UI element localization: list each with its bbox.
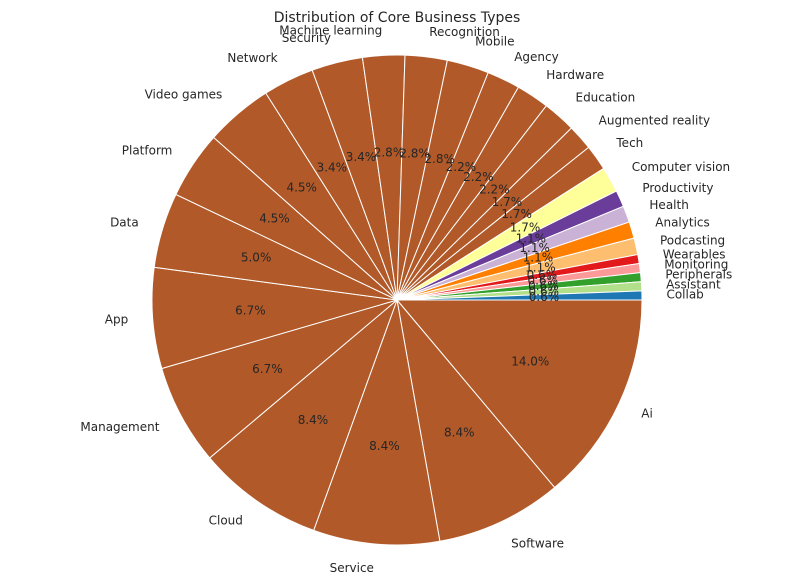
pie-slice-cloud — [208, 298, 399, 532]
slice-label-assistant: Assistant — [666, 277, 721, 291]
slice-label-peripherals: Peripherals — [665, 267, 732, 281]
pct-label-analytics: 1.1% — [523, 251, 554, 265]
slice-label-network: Network — [227, 51, 277, 65]
pie-slice-ai — [395, 299, 643, 489]
pct-label-assistant: 0.6% — [529, 284, 560, 298]
pct-label-cloud: 8.4% — [298, 413, 329, 427]
pct-label-agency: 2.2% — [446, 160, 477, 174]
slice-label-collab: Collab — [666, 287, 703, 301]
pct-label-network: 3.4% — [317, 161, 348, 175]
pct-label-education: 2.2% — [479, 182, 510, 196]
slice-label-mobile: Mobile — [475, 35, 514, 49]
slice-label-podcasting: Podcasting — [660, 233, 725, 247]
slice-label-management: Management — [80, 420, 159, 434]
slice-label-agency: Agency — [514, 50, 559, 64]
pct-label-tech: 1.7% — [501, 207, 532, 221]
pct-label-health: 1.1% — [519, 241, 550, 255]
slice-label-machine-learning: Machine learning — [279, 23, 382, 37]
slice-label-monitoring: Monitoring — [664, 257, 728, 271]
slice-label-augmented-reality: Augmented reality — [599, 114, 711, 128]
slice-label-tech: Tech — [615, 136, 643, 150]
slice-label-platform: Platform — [122, 144, 173, 158]
pie-slices — [151, 54, 643, 546]
pct-label-collab: 0.6% — [529, 290, 560, 304]
pct-label-augmented-reality: 1.7% — [492, 195, 523, 209]
slice-label-app: App — [105, 313, 128, 327]
chart-title: Distribution of Core Business Types — [274, 10, 521, 26]
pie-slice-service — [312, 298, 441, 546]
pct-label-security: 3.4% — [346, 150, 377, 164]
pct-label-podcasting: 1.1% — [525, 260, 556, 274]
pie-slice-software — [396, 298, 556, 542]
slice-label-service: Service — [330, 561, 374, 575]
slice-label-software: Software — [511, 537, 564, 551]
slice-labels: Ai Software Service Cloud Management App Data P… — [80, 23, 732, 575]
slice-label-wearables: Wearables — [663, 247, 726, 261]
pct-label-computer-vision: 1.7% — [510, 220, 541, 234]
pct-label-app: 6.7% — [235, 303, 266, 317]
slice-label-ai: Ai — [641, 406, 653, 420]
slice-label-health: Health — [649, 198, 688, 212]
slice-label-video-games: Video games — [145, 87, 223, 101]
pie-slice-collab — [396, 290, 643, 301]
pct-label-software: 8.4% — [444, 426, 475, 440]
slice-label-cloud: Cloud — [209, 514, 243, 528]
slice-label-recognition: Recognition — [429, 25, 500, 39]
pct-label-recognition: 2.8% — [399, 147, 430, 161]
pct-label-mobile: 2.8% — [424, 152, 455, 166]
slice-label-education: Education — [575, 91, 635, 105]
pct-label-machine-learning: 2.8% — [374, 146, 405, 160]
pct-label-data: 5.0% — [241, 251, 272, 265]
slice-label-data: Data — [110, 216, 139, 230]
pct-label-management: 6.7% — [252, 362, 283, 376]
slice-label-productivity: Productivity — [642, 181, 713, 195]
pct-label-productivity: 1.1% — [516, 232, 547, 246]
pct-label-platform: 4.5% — [259, 211, 290, 225]
pct-label-peripherals: 0.6% — [528, 279, 559, 293]
slice-label-security: Security — [282, 31, 331, 45]
pct-label-video-games: 4.5% — [286, 181, 317, 195]
percentage-labels: 14.0%8.4%8.4%8.4%6.7%6.7%5.0%4.5%4.5%3.4… — [235, 146, 559, 453]
pct-label-wearables: 0.6% — [527, 268, 558, 282]
pct-label-ai: 14.0% — [511, 355, 549, 369]
slice-label-computer-vision: Computer vision — [632, 160, 730, 174]
pct-label-monitoring: 0.6% — [527, 273, 558, 287]
slice-label-hardware: Hardware — [546, 68, 604, 82]
slice-label-analytics: Analytics — [655, 216, 710, 230]
pct-label-service: 8.4% — [369, 439, 400, 453]
pct-label-hardware: 2.2% — [463, 170, 494, 184]
